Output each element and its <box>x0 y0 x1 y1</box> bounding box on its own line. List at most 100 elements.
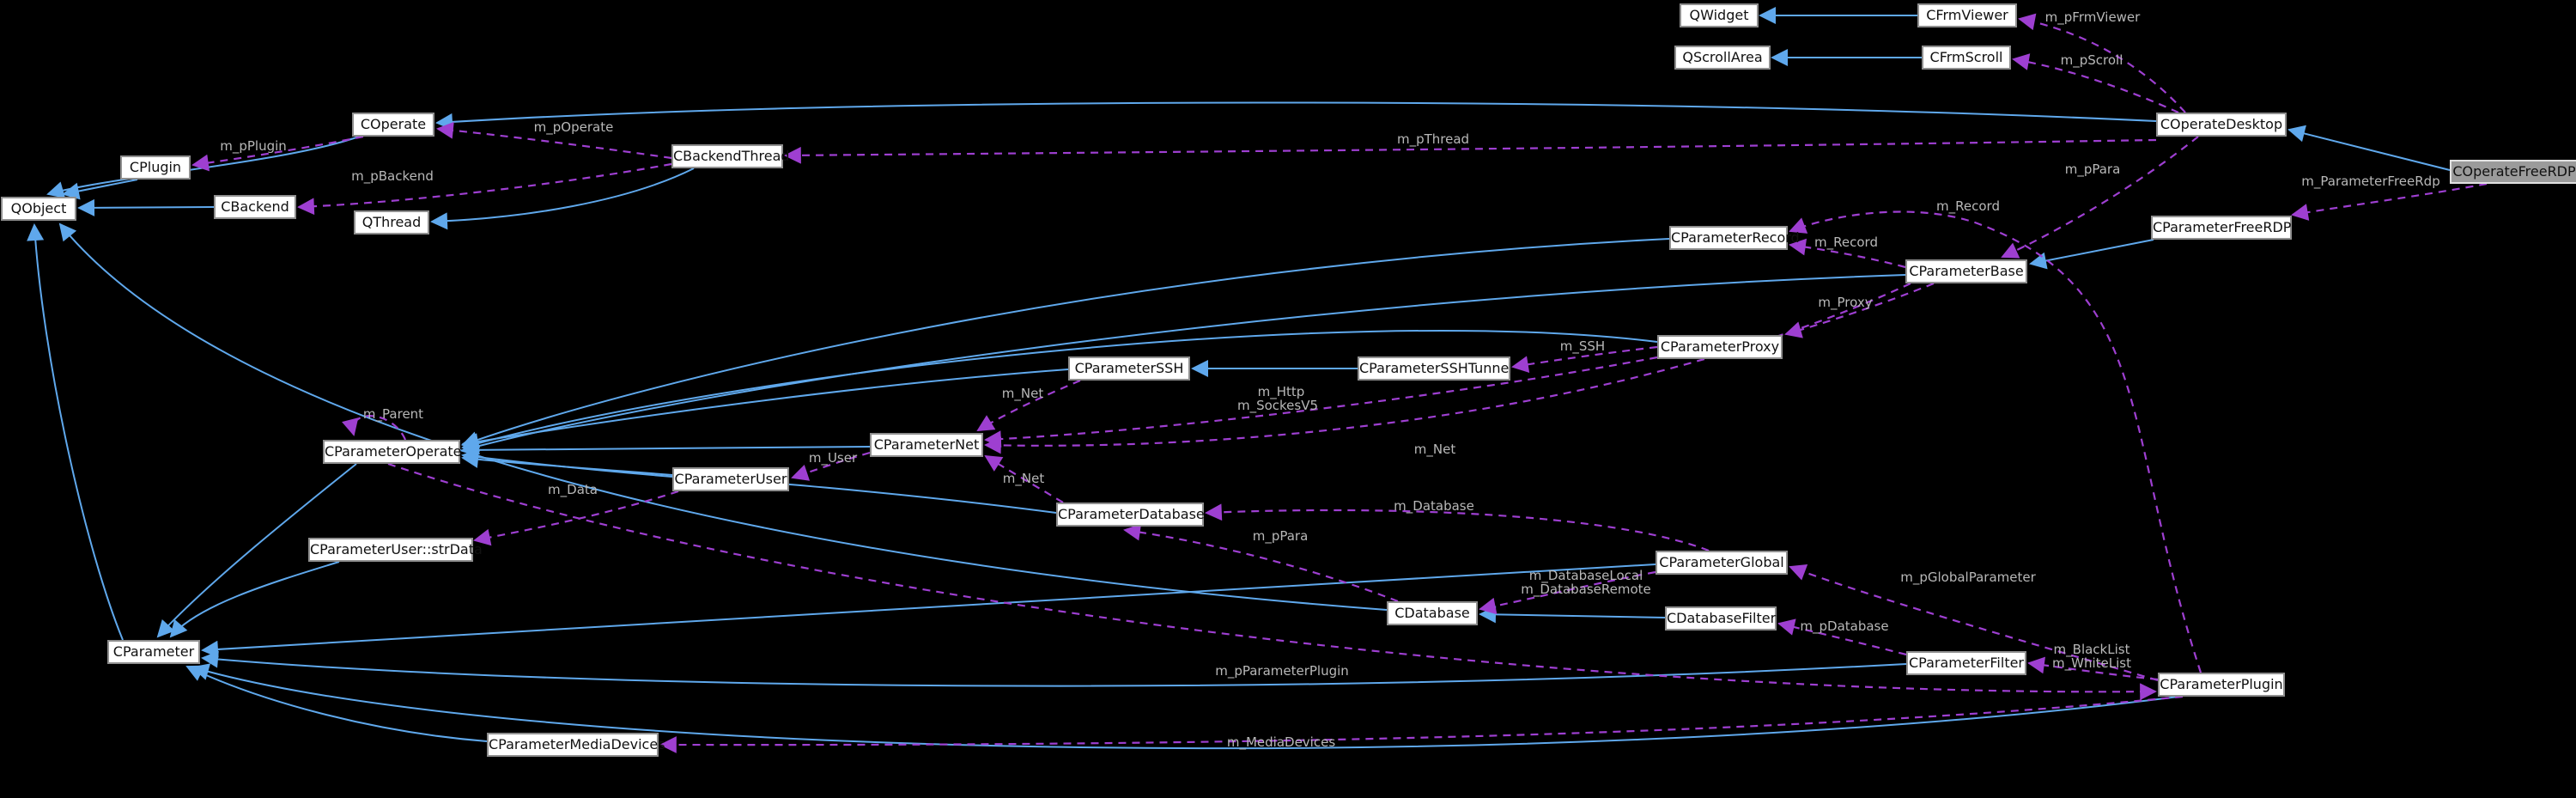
edge-label-m-record-1: m_Record <box>1936 198 2000 214</box>
edge-inherit-cparameter-qobject <box>27 223 124 641</box>
edge-usage-m-net-database <box>984 454 1064 503</box>
node-cparameterbase[interactable]: CParameterBase <box>1905 259 2027 283</box>
edge-inherit-cparameterrecord-cparameteroperate <box>461 238 1670 448</box>
edge-label-m-pbackend: m_pBackend <box>351 168 434 184</box>
node-coperatedesktop[interactable]: COperateDesktop <box>2156 113 2287 137</box>
edge-usage-m-data <box>473 490 679 546</box>
edge-usage-m-pbackend <box>297 162 672 216</box>
edge-usage-m-pfrmviewer <box>2018 13 2186 113</box>
edge-inherit-strdata-cparameter <box>169 561 340 638</box>
edge-label-m-http: m_Http <box>1257 384 1305 399</box>
edge-label-m-database: m_Database <box>1394 498 1474 514</box>
edge-label-m-user: m_User <box>808 450 858 466</box>
edge-label-m-net-2: m_Net <box>1413 442 1456 457</box>
edge-label-m-pfrmviewer: m_pFrmViewer <box>2044 9 2141 25</box>
edge-inherit-cparameterglobal-cparameter <box>201 563 1656 658</box>
node-cparameteruser[interactable]: CParameterUser <box>672 467 789 491</box>
edge-inherit-coperate-qobject <box>46 136 360 198</box>
edge-inherit-coperatedesktop-coperate <box>435 101 2157 131</box>
edge-label-m-pglobalparameter: m_pGlobalParameter <box>1900 570 2036 585</box>
node-qscrollarea[interactable]: QScrollArea <box>1674 46 1771 70</box>
edge-usage-m-mediadevices <box>659 695 2184 753</box>
edge-inherit-cparameteruser-cparameteroperate <box>461 448 673 478</box>
edge-inherit-cbackend-qobject <box>77 198 215 216</box>
node-cparametermediadevices[interactable]: CParameterMediaDevices <box>487 733 665 757</box>
node-coperate[interactable]: COperate <box>352 113 434 137</box>
edge-label-m-sockesv5: m_SockesV5 <box>1236 398 1319 413</box>
node-cparametersshtunnel[interactable]: CParameterSSHTunnel <box>1358 356 1513 381</box>
node-cbackendthread[interactable]: CBackendThread <box>671 144 790 168</box>
edge-inherit-cparameterssh-cparameteroperate <box>461 369 1069 450</box>
edge-label-m-databaseremote: m_DatabaseRemote <box>1521 582 1651 597</box>
node-cparameterssh[interactable]: CParameterSSH <box>1068 356 1190 381</box>
edge-label-m-pparameterplugin: m_pParameterPlugin <box>1215 663 1349 679</box>
edge-inherit-cdatabasefilter-cdatabase <box>1479 606 1666 624</box>
edge-label-m-pthread: m_pThread <box>1396 131 1470 147</box>
node-coperatefreerdp[interactable]: COperateFreeRDP <box>2450 160 2576 184</box>
edge-inherit-cparameterproxy-cparameteroperate <box>461 330 1658 452</box>
edge-usage-m-pscroll <box>2012 53 2179 114</box>
node-cparameteruser-strdata[interactable]: CParameterUser::strData <box>308 538 483 562</box>
edge-usage-m-pparameterplugin <box>387 462 2157 701</box>
edge-usage-m-parent-selfloop <box>342 415 407 441</box>
node-qobject[interactable]: QObject <box>1 197 76 221</box>
edge-label-m-net-3: m_Net <box>1002 471 1045 486</box>
edge-label-m-data: m_Data <box>548 482 598 497</box>
edge-label-m-ssh: m_SSH <box>1559 338 1606 354</box>
node-cparameterdatabase[interactable]: CParameterDatabase <box>1056 503 1205 527</box>
edge-inherit-cplugin-qobject <box>62 179 138 200</box>
edge-inherit-cparametermediadevices-cparameter <box>185 665 488 742</box>
edge-usage-m-parameterfreerdp <box>2291 182 2488 221</box>
node-cparameterfreerdp[interactable]: CParameterFreeRDP <box>2151 216 2292 240</box>
edge-inherit-cparameterplugin-cparameter <box>191 663 2179 750</box>
edge-label-m-proxy: m_Proxy <box>1818 295 1873 310</box>
edge-label-m-pdatabase: m_pDatabase <box>1800 618 1889 634</box>
edge-label-m-record-2: m_Record <box>1814 235 1878 250</box>
edge-inherit-cparameternet-cparameteroperate <box>461 441 871 459</box>
node-cparameterrecord[interactable]: CParameterRecord <box>1669 226 1800 250</box>
edge-inherit-cparameterfreerdp-cparameterbase <box>2029 239 2154 270</box>
node-cparameterplugin[interactable]: CParameterPlugin <box>2158 673 2285 697</box>
edge-usage-m-proxy <box>1784 282 1935 338</box>
edge-usage-m-record-plugin <box>1789 210 2202 673</box>
edge-usage-m-blacklist-whitelist <box>2027 656 2159 681</box>
node-cplugin[interactable]: CPlugin <box>120 155 191 180</box>
node-cparameteroperate[interactable]: CParameterOperate <box>323 440 462 464</box>
edge-label-m-net-1: m_Net <box>1001 386 1044 401</box>
edge-label-m-blacklist: m_BlackList <box>2053 642 2130 657</box>
edge-usage-m-http-sockesv5 <box>984 356 1658 448</box>
edge-usage-m-ppara-base <box>2001 136 2199 259</box>
edge-usage-m-pthread <box>784 138 2157 164</box>
edge-label-m-pscroll: m_pScroll <box>2060 52 2123 68</box>
edge-usage-m-user <box>791 451 871 481</box>
node-cparameternet[interactable]: CParameterNet <box>870 433 983 457</box>
node-qthread[interactable]: QThread <box>354 210 429 235</box>
edge-usage-m-pdatabase <box>1777 618 1907 656</box>
node-cparameter[interactable]: CParameter <box>107 640 200 664</box>
node-cfrmscroll[interactable]: CFrmScroll <box>1922 46 2011 70</box>
node-cparameterproxy[interactable]: CParameterProxy <box>1657 335 1783 359</box>
edge-label-m-ppara-2: m_pPara <box>1252 528 1309 544</box>
edge-inherit-cbackendthread-qthread <box>430 168 695 230</box>
edge-usage-m-net-ssh <box>976 379 1081 432</box>
edge-usage-m-record-base <box>1789 238 1906 269</box>
node-cdatabasefilter[interactable]: CDatabaseFilter <box>1665 606 1777 630</box>
node-qwidget[interactable]: QWidget <box>1680 3 1759 27</box>
node-cparameterfilter[interactable]: CParameterFilter <box>1906 651 2026 675</box>
node-cbackend[interactable]: CBackend <box>214 195 296 219</box>
edge-inherit-coperatefreerdp-coperatedesktop <box>2287 125 2451 171</box>
node-cdatabase[interactable]: CDatabase <box>1387 601 1478 625</box>
edge-label-m-ppara-1: m_pPara <box>2064 161 2121 177</box>
node-cparameterglobal[interactable]: CParameterGlobal <box>1656 551 1788 575</box>
edge-usage-m-pplugin <box>191 135 364 172</box>
edge-usage-m-ppara-cdatabase <box>1123 523 1399 603</box>
node-cfrmviewer[interactable]: CFrmViewer <box>1917 3 2017 27</box>
edge-inherit-cdatabase-qobject <box>58 222 1388 611</box>
edge-label-m-mediadevices: m_MediaDevices <box>1226 734 1336 750</box>
edge-label-m-whitelist: m_WhiteList <box>2052 655 2131 671</box>
edge-label-m-poperate: m_pOperate <box>533 119 614 135</box>
edge-label-m-databaselocal: m_DatabaseLocal <box>1528 568 1643 583</box>
edge-usage-m-ssh <box>1511 345 1658 373</box>
